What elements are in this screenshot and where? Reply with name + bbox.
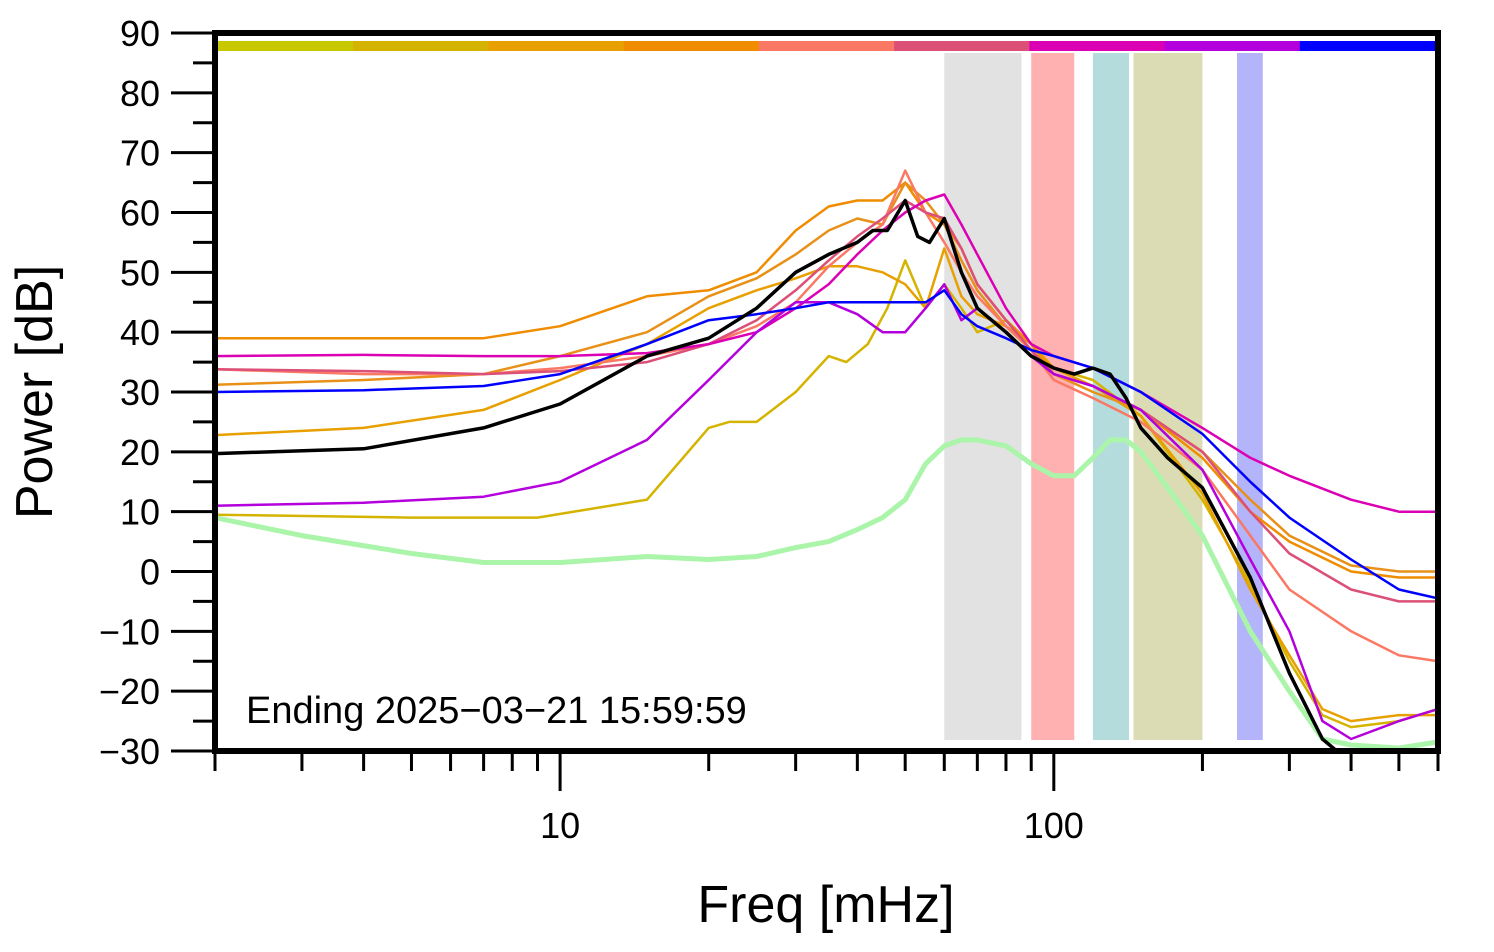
frequency-band-5 bbox=[1237, 53, 1263, 740]
y-axis-ticks: 90 80 70 60 50 40 30 20 10 0 −10 −20 −30 bbox=[99, 13, 215, 772]
color-bar-segment-4 bbox=[623, 41, 760, 51]
y-tick-label: 0 bbox=[140, 552, 160, 593]
frequency-band-1 bbox=[944, 53, 1022, 740]
y-tick-label: 30 bbox=[120, 372, 160, 413]
series-line-9 bbox=[215, 289, 1438, 600]
frequency-band-2 bbox=[1031, 53, 1075, 740]
ending-timestamp-annotation: Ending 2025−03−21 15:59:59 bbox=[246, 690, 747, 732]
series-line-10 bbox=[215, 437, 1438, 751]
series-line-11 bbox=[215, 198, 1340, 751]
y-tick-label: 70 bbox=[120, 133, 160, 174]
color-bar-segment-8 bbox=[1164, 41, 1301, 51]
series-line-5 bbox=[215, 169, 1438, 663]
color-bar bbox=[218, 41, 1436, 51]
series-line-4 bbox=[215, 181, 1438, 573]
x-axis-title: Freq [mHz] bbox=[697, 876, 954, 934]
y-axis-title: Power [dB] bbox=[6, 265, 64, 519]
color-bar-segment-9 bbox=[1299, 41, 1436, 51]
y-tick-label: −20 bbox=[99, 671, 160, 712]
color-bar-segment-6 bbox=[894, 41, 1030, 51]
x-tick-label: 100 bbox=[1024, 805, 1084, 846]
y-tick-label: 40 bbox=[120, 312, 160, 353]
color-bar-segment-1 bbox=[218, 41, 354, 51]
color-bar-segment-2 bbox=[353, 41, 489, 51]
y-tick-label: 10 bbox=[120, 492, 160, 533]
y-tick-label: −10 bbox=[99, 611, 160, 652]
y-tick-label: 90 bbox=[120, 13, 160, 54]
x-tick-label: 10 bbox=[540, 805, 580, 846]
frequency-band-4 bbox=[1133, 53, 1203, 740]
series-lines bbox=[215, 169, 1438, 751]
y-tick-label: 60 bbox=[120, 193, 160, 234]
y-tick-label: 20 bbox=[120, 432, 160, 473]
y-tick-label: −30 bbox=[99, 731, 160, 772]
x-axis-ticks: 10 100 bbox=[213, 751, 1440, 846]
y-tick-label: 50 bbox=[120, 252, 160, 293]
color-bar-segment-5 bbox=[758, 41, 895, 51]
color-bar-segment-7 bbox=[1029, 41, 1166, 51]
y-tick-label: 80 bbox=[120, 73, 160, 114]
color-bar-segment-3 bbox=[488, 41, 625, 51]
